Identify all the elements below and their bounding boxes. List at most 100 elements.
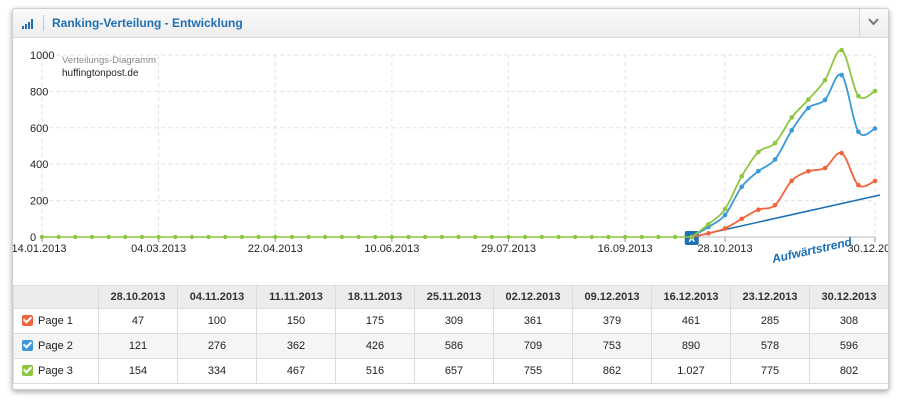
data-point — [722, 226, 728, 231]
x-tick-label: 29.07.2013 — [481, 243, 536, 255]
x-tick-label: 22.04.2013 — [248, 243, 303, 255]
baseline-point — [439, 234, 445, 240]
series-checkbox[interactable] — [22, 340, 33, 351]
table-header-date: 30.12.2013 — [809, 285, 888, 309]
data-point — [839, 150, 844, 156]
data-point — [839, 47, 844, 53]
row-label-cell: Page 3 — [13, 358, 99, 384]
series-checkbox[interactable] — [22, 315, 33, 326]
table-cell: 755 — [493, 358, 573, 384]
table-cell: 802 — [809, 358, 888, 384]
table-row: Page 2 121 276 362 426 586 709 753 890 578 596 — [13, 333, 888, 359]
baseline-point — [139, 234, 145, 240]
baseline-point — [406, 234, 411, 240]
chart-domain: huffingtonpost.de — [62, 68, 139, 79]
baseline-point — [239, 234, 245, 240]
table-row: Page 1 47 100 150 175 309 361 379 461 285 308 — [13, 308, 888, 334]
chevron-down-icon — [868, 18, 879, 26]
baseline-point — [323, 234, 328, 240]
data-point — [822, 77, 828, 83]
baseline-point — [173, 234, 178, 240]
widget-header: Ranking-Verteilung - Entwicklung — [13, 9, 888, 38]
series-checkbox[interactable] — [22, 365, 33, 376]
baseline-point — [506, 234, 511, 240]
baseline-point — [672, 234, 678, 240]
table-cell: 47 — [98, 308, 178, 334]
table-header-date: 11.11.2013 — [256, 285, 336, 309]
signal-bars-icon — [22, 19, 33, 29]
baseline-point — [339, 234, 345, 240]
table-cell: 862 — [572, 358, 652, 384]
baseline-point — [422, 234, 428, 240]
baseline-point — [622, 234, 628, 240]
table-header-date: 28.10.2013 — [98, 285, 178, 309]
table-cell: 775 — [730, 358, 810, 384]
baseline-point — [123, 234, 128, 240]
table-header-date: 23.12.2013 — [730, 285, 810, 309]
series-label: Page 2 — [38, 340, 73, 352]
data-point — [756, 207, 761, 212]
x-tick-label: 28.10.2013 — [698, 243, 753, 255]
table-header-row: 28.10.2013 04.11.2013 11.11.2013 18.11.2013… — [13, 285, 888, 309]
x-tick-label: 16.09.2013 — [598, 243, 653, 255]
table-cell: 379 — [572, 308, 652, 334]
series-line-page-1 — [691, 151, 876, 238]
table-cell: 596 — [809, 333, 888, 359]
data-point — [756, 149, 761, 155]
data-point — [722, 212, 728, 218]
baseline-point — [522, 234, 528, 240]
data-point — [739, 184, 745, 190]
table-cell: 308 — [809, 308, 888, 334]
baseline-point — [89, 234, 95, 240]
table-header-date: 09.12.2013 — [572, 285, 652, 309]
data-point — [772, 140, 778, 146]
baseline-point — [106, 234, 111, 240]
data-point — [772, 202, 778, 208]
ranking-widget: Ranking-Verteilung - Entwicklung 0 200 400… — [12, 8, 889, 390]
table-cell: 276 — [177, 333, 257, 359]
table-row: Page 3 154 334 467 516 657 755 862 1.027 775 802 — [13, 358, 888, 384]
baseline-point — [639, 234, 644, 240]
y-tick-label: 600 — [30, 123, 48, 135]
baseline-point — [289, 234, 295, 240]
table-header-empty — [13, 285, 99, 309]
data-point — [756, 168, 761, 174]
series-line-page-2 — [691, 73, 876, 238]
trend-label: Aufwärtstrend — [770, 234, 854, 266]
table-cell: 657 — [414, 358, 494, 384]
table-cell: 334 — [177, 358, 257, 384]
baseline-point — [39, 234, 45, 240]
table-header-date: 04.11.2013 — [177, 285, 257, 309]
y-tick-label: 400 — [30, 159, 48, 171]
baseline-point — [156, 234, 161, 240]
table-header-date: 18.11.2013 — [335, 285, 415, 309]
baseline-point — [389, 234, 395, 240]
collapse-button[interactable] — [859, 9, 888, 37]
table-cell: 753 — [572, 333, 652, 359]
table-cell: 586 — [414, 333, 494, 359]
baseline-point — [606, 234, 611, 240]
baseline-point — [472, 234, 478, 240]
table-cell: 100 — [177, 308, 257, 334]
baseline-point — [189, 234, 195, 240]
data-point — [856, 93, 861, 99]
table-cell: 709 — [493, 333, 573, 359]
data-point — [872, 178, 878, 184]
data-point — [789, 128, 794, 133]
table-header-date: 25.11.2013 — [414, 285, 494, 309]
data-point — [839, 72, 844, 78]
widget-title: Ranking-Verteilung - Entwicklung — [52, 16, 243, 30]
data-table: 28.10.2013 04.11.2013 11.11.2013 18.11.2013… — [13, 285, 888, 384]
table-header-date: 16.12.2013 — [651, 285, 731, 309]
baseline-point — [539, 234, 544, 240]
table-cell: 467 — [256, 358, 336, 384]
data-point — [739, 216, 745, 222]
y-tick-label: 0 — [30, 232, 36, 244]
baseline-point — [456, 234, 461, 240]
data-point — [806, 97, 811, 102]
baseline-point — [373, 234, 378, 240]
data-point — [872, 88, 878, 94]
table-cell: 1.027 — [651, 358, 731, 384]
data-point — [872, 126, 878, 131]
